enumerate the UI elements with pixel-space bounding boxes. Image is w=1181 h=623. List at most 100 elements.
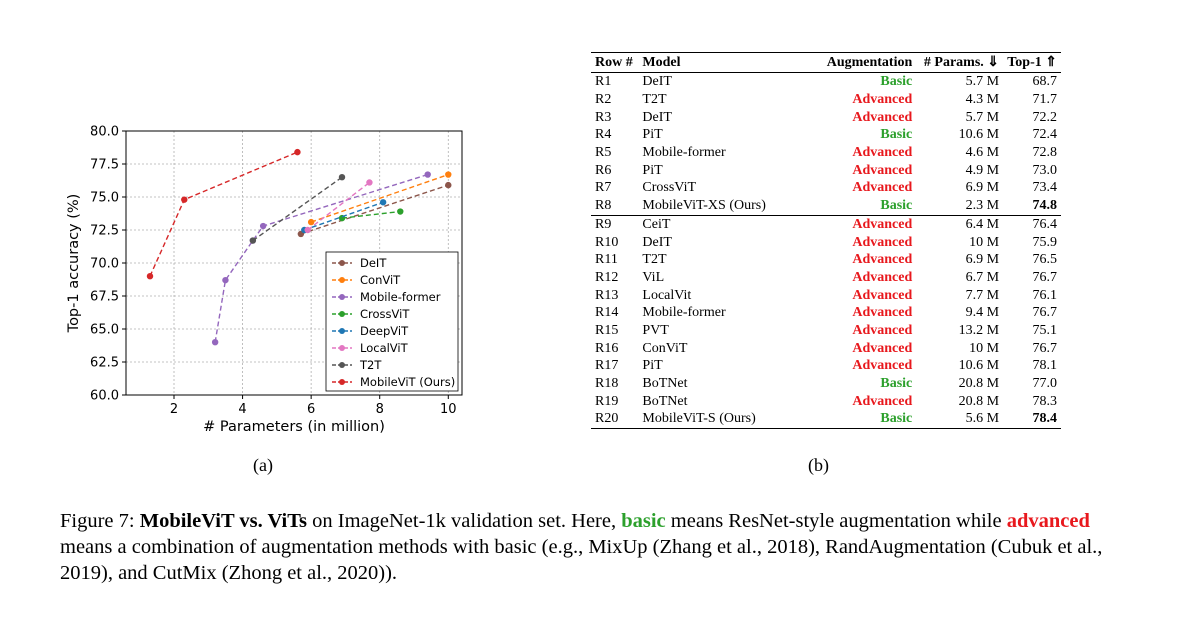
cell-augmentation: Advanced [852,92,913,108]
data-point [379,199,387,206]
legend-swatch-marker [339,311,345,317]
cell-params: 10.6 M [958,127,1000,143]
legend-swatch-marker [339,345,345,351]
cell-params: 5.7 M [965,109,1000,125]
table-row: R9 CeiT Advanced 6.4 M 76.4 [591,214,1061,234]
cell-model: T2T [642,252,667,268]
cell-top1: 71.7 [1032,92,1058,108]
subfigure-b-caption: (b) [808,455,829,475]
cell-top1: 78.4 [1003,410,1061,429]
data-point [146,273,154,280]
cell-top1: 73.0 [1032,162,1058,178]
legend-swatch-marker [339,260,345,266]
chart-svg: 60.0 62.5 65.0 67.5 70.0 72.5 75.0 77.5 80.0 2 4 6 8… [66,125,463,435]
legend-swatch-marker [339,294,345,300]
caption-part1: on ImageNet-1k validation set. Here, [307,510,622,532]
y-tick-label: 80.0 [90,125,119,140]
legend-box [325,251,459,392]
cell-model: ConViT [642,340,688,356]
series-line [304,201,384,231]
cell-top1: 74.8 [1032,198,1058,214]
cell-augmentation: Advanced [852,109,913,125]
cell-row-id: R19 [595,393,619,409]
caption-part3: means a combination of augmentation meth… [60,536,1103,584]
cell-top1: 73.4 [1032,180,1058,196]
header-params: # Params. ⇓ [916,52,1004,73]
cell-model: Mobile-former [642,305,726,321]
cell-augmentation: Basic [880,74,913,90]
cell-model: Mobile-former [642,145,726,161]
cell-params: 6.9 M [965,180,1000,196]
sort-up-arrow-icon: ⇑ [1045,55,1057,70]
cell-params: 4.6 M [965,145,1000,161]
cell-row-id: R2 [595,92,612,108]
cell-model: T2T [642,92,667,108]
cell-augmentation: Advanced [852,269,913,285]
cell-top1: 68.7 [1032,74,1058,90]
cell-params: 10 M [969,340,1000,356]
cell-model: BoTNet [642,393,688,409]
data-point [366,179,373,186]
cell-row-id: R7 [595,180,612,196]
cell-row-id: R3 [595,109,612,125]
table-row: R12 ViL Advanced 6.7 M 76.7 [591,269,1061,287]
cell-top1: 78.3 [1032,393,1058,409]
cell-params: 2.3 M [965,198,1000,214]
cell-model: PiT [642,162,663,178]
cell-augmentation: Basic [880,127,913,143]
y-tick-label: 70.0 [90,257,119,272]
cell-model: PiT [642,358,663,374]
y-tick-label: 62.5 [90,356,119,371]
cell-model: DeIT [642,109,672,125]
x-tick-label: 8 [376,402,384,417]
cell-model: ViL [642,269,665,285]
legend-label: CrossViT [360,307,410,321]
cell-params: 4.3 M [965,92,1000,108]
cell-top1: 77.0 [1032,376,1058,392]
y-tick-label: 75.0 [90,191,119,206]
cell-model: MobileViT-XS (Ours) [642,198,766,214]
cell-augmentation: Advanced [852,180,913,196]
cell-top1: 72.8 [1032,145,1058,161]
legend-swatch-marker [339,277,345,283]
x-tick-label: 2 [170,402,178,417]
cell-row-id: R10 [595,234,619,250]
cell-augmentation: Advanced [852,322,913,338]
accuracy-vs-params-chart: 60.0 62.5 65.0 67.5 70.0 72.5 75.0 77.5 80.0 2 4 6 8… [60,115,480,445]
cell-params: 10 M [969,234,1000,250]
sort-down-arrow-icon: ⇓ [987,55,1000,70]
cell-augmentation: Advanced [789,214,917,234]
caption-advanced-keyword: advanced [1006,510,1090,532]
cell-row-id: R4 [595,127,612,143]
caption-prefix: Figure 7: [60,510,140,532]
table-row: R2 T2T Advanced 4.3 M 71.7 [591,91,1061,109]
cell-row-id: R8 [595,198,612,214]
table-row: R3 DeIT Advanced 5.7 M 72.2 [591,108,1061,126]
cell-augmentation: Advanced [852,145,913,161]
cell-augmentation: Advanced [852,393,913,409]
cell-params: 10.6 M [958,358,1000,374]
table-row: R14 Mobile-former Advanced 9.4 M 76.7 [591,304,1061,322]
y-tick-label: 60.0 [90,389,119,404]
y-tick-label: 65.0 [90,323,119,338]
data-point [397,208,404,215]
results-table: Row # Model Augmentation # Params. ⇓ Top… [591,52,1061,429]
cell-row-id: R12 [595,269,619,285]
header-top1-label: Top-1 [1007,55,1042,70]
cell-top1: 76.7 [1032,269,1058,285]
table-body: R1 DeIT Basic 5.7 M 68.7 R2 T2T Advanced 4.3 M 71… [591,73,1061,429]
y-tick-label: 72.5 [90,224,119,239]
cell-model: LocalVit [642,287,692,303]
cell-params: 5.6 M [916,410,1004,429]
cell-model: PVT [642,322,669,338]
data-point [307,218,315,226]
table-row: R13 LocalVit Advanced 7.7 M 76.1 [591,286,1061,304]
cell-model: CeiT [638,214,790,234]
cell-params: 6.7 M [965,269,1000,285]
table-row: R18 BoTNet Basic 20.8 M 77.0 [591,375,1061,393]
series-line [341,210,401,219]
cell-augmentation: Advanced [852,305,913,321]
cell-row-id: R6 [595,162,612,178]
cell-row-id: R5 [595,145,612,161]
table-row: R15 PVT Advanced 13.2 M 75.1 [591,322,1061,340]
